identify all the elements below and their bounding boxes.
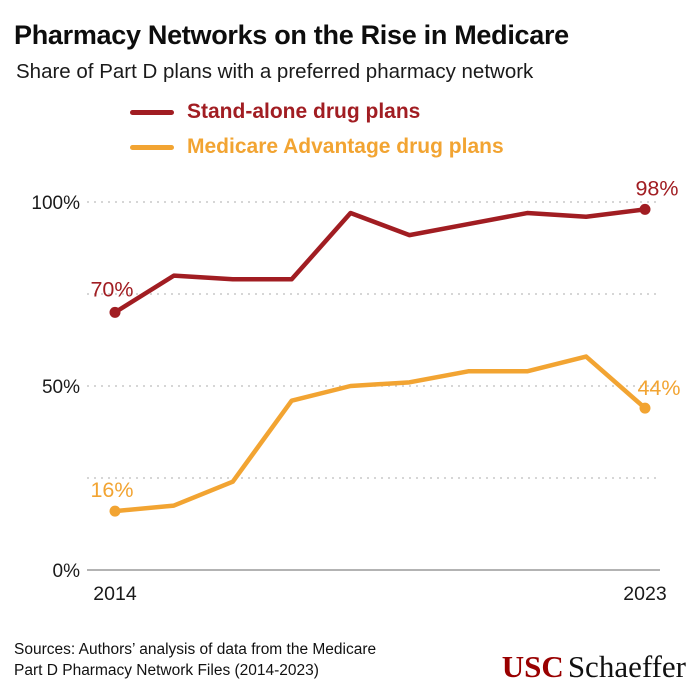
series-endpoint-dot-0-2023 xyxy=(639,203,651,215)
series-line-0 xyxy=(112,207,648,315)
annotation-16%: 16% xyxy=(90,478,133,502)
annotation-70%: 70% xyxy=(90,277,133,301)
series-line-1 xyxy=(112,354,648,514)
x-tick-label-2014: 2014 xyxy=(93,583,137,605)
logo-usc-text: USC xyxy=(501,649,564,684)
legend-item-medicare-advantage: Medicare Advantage drug plans xyxy=(130,135,700,159)
line-chart-svg: 100% 50% 0% 2014 2023 70% 98% 16% 44% xyxy=(31,176,680,605)
footer: Sources: Authors’ analysis of data from … xyxy=(14,640,686,682)
legend-swatch-medicare-advantage xyxy=(130,144,174,150)
legend-label-medicare-advantage: Medicare Advantage drug plans xyxy=(187,135,504,158)
legend: Stand-alone drug plans Medicare Advantag… xyxy=(130,100,700,159)
usc-schaeffer-logo: USC Schaeffer xyxy=(502,651,686,682)
chart-subtitle: Share of Part D plans with a preferred p… xyxy=(16,60,534,83)
y-tick-label-100%: 100% xyxy=(31,193,80,214)
y-tick-label-0%: 0% xyxy=(53,561,81,582)
chart-title: Pharmacy Networks on the Rise in Medicar… xyxy=(14,20,569,50)
y-tick-label-50%: 50% xyxy=(42,377,80,398)
x-tick-label-2023: 2023 xyxy=(623,583,666,605)
legend-label-standalone: Stand-alone drug plans xyxy=(187,100,421,123)
series-endpoint-dot-1-2014 xyxy=(109,505,121,517)
annotation-44%: 44% xyxy=(637,376,680,400)
logo-schaeffer-text: Schaeffer xyxy=(567,649,686,684)
legend-swatch-standalone xyxy=(130,109,174,115)
legend-item-standalone: Stand-alone drug plans xyxy=(130,100,700,124)
sources-line-2: Part D Pharmacy Network Files (2014-2023… xyxy=(14,662,319,680)
sources-note: Sources: Authors’ analysis of data from … xyxy=(14,640,376,682)
series-endpoint-dot-0-2014 xyxy=(109,306,121,318)
sources-line-1: Sources: Authors’ analysis of data from … xyxy=(14,641,377,659)
series-endpoint-dot-1-2023 xyxy=(639,402,651,414)
annotation-98%: 98% xyxy=(635,176,678,200)
line-chart: 100% 50% 0% 2014 2023 70% 98% 16% 44% xyxy=(0,170,700,618)
